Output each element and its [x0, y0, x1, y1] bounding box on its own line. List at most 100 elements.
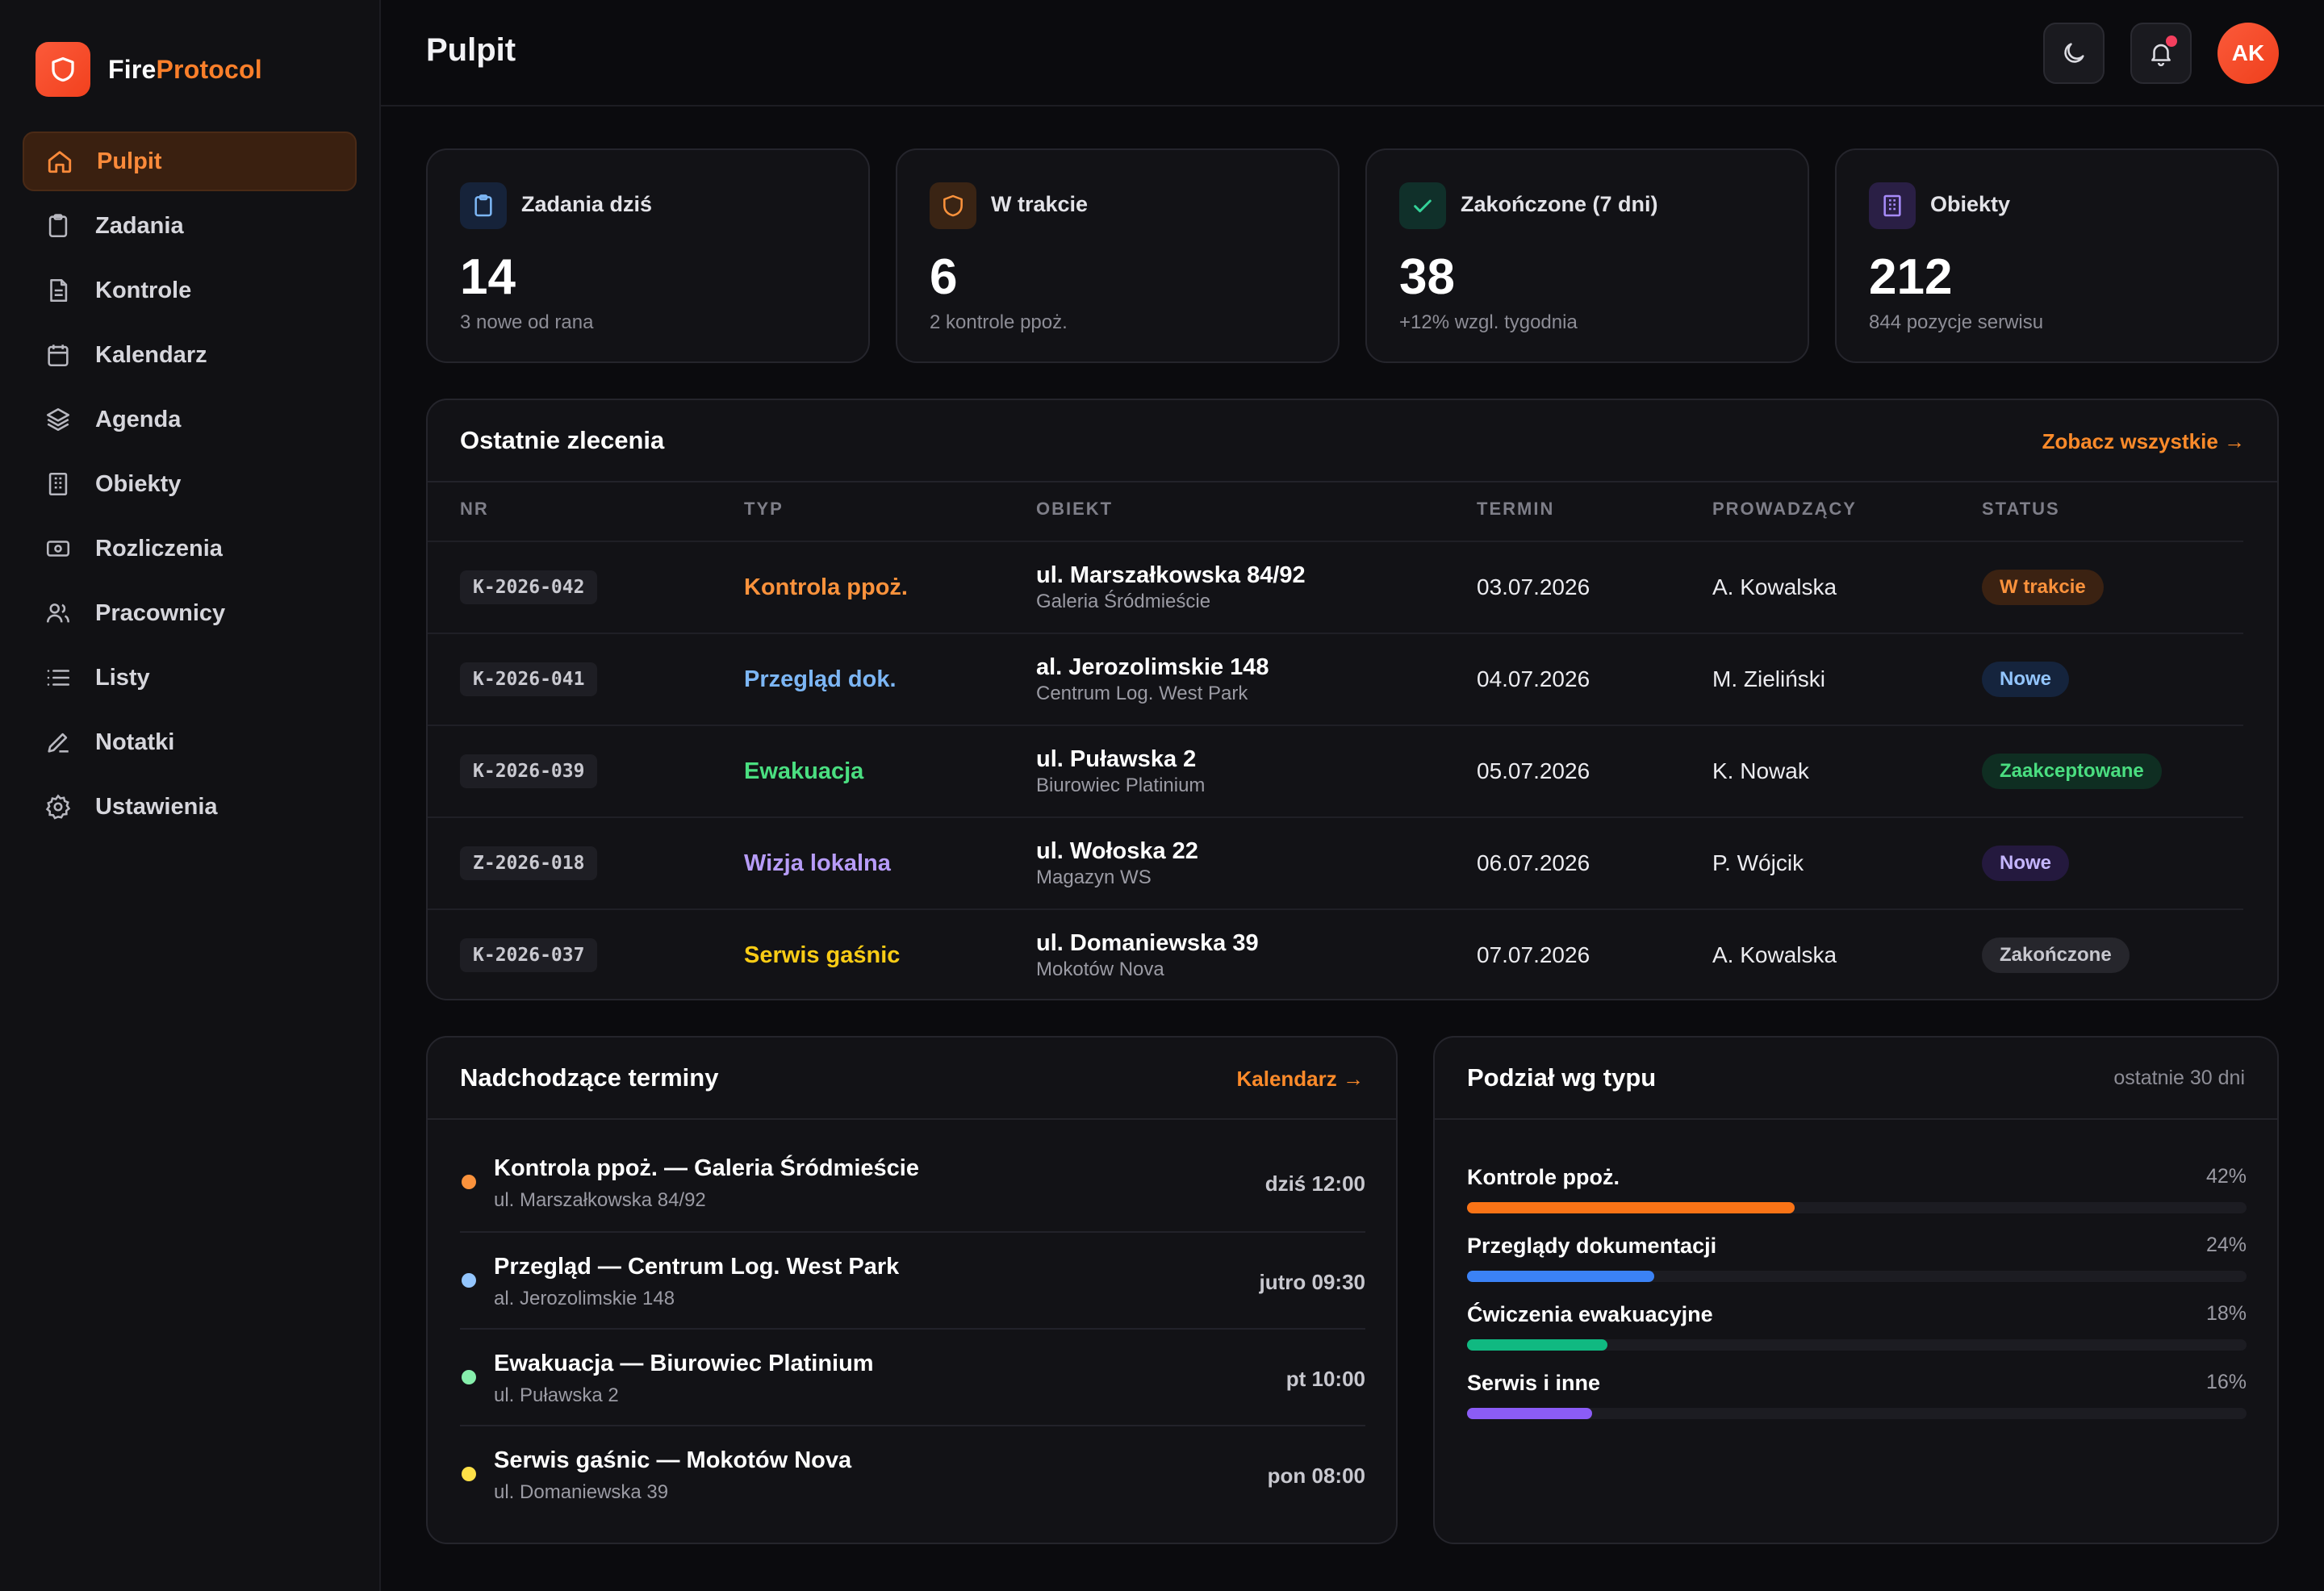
stat-label: Zakończone (7 dni) — [1461, 192, 1658, 216]
progress-fill — [1467, 1271, 1654, 1282]
order-number-chip: K-2026-042 — [460, 570, 598, 604]
stat-icon-bg — [1399, 182, 1446, 229]
sidebar-item-pulpit[interactable]: Pulpit — [23, 132, 357, 191]
upcoming-item[interactable]: Przegląd — Centrum Log. West Park al. Jer… — [460, 1231, 1365, 1328]
sidebar-item-zadania[interactable]: Zadania — [23, 196, 357, 256]
breakdown-label: Ćwiczenia ewakuacyjne — [1467, 1302, 1713, 1326]
gear-icon — [42, 791, 74, 823]
table-row[interactable]: K-2026-037 Serwis gaśnic ul. Domaniewska 3… — [428, 908, 2243, 1000]
check-icon — [1414, 199, 1432, 213]
sidebar-item-kalendarz[interactable]: Kalendarz — [23, 325, 357, 385]
table-row[interactable]: K-2026-042 Kontrola ppoż. ul. Marszałkowsk… — [428, 541, 2243, 633]
order-object: ul. Marszałkowska 84/92 Galeria Śródmieśc… — [1036, 562, 1306, 613]
object-name: Mokotów Nova — [1036, 958, 1164, 980]
breakdown-item: Ćwiczenia ewakuacyjne 18% — [1467, 1302, 2247, 1359]
order-object: ul. Wołoska 22 Magazyn WS — [1036, 838, 1198, 889]
avatar[interactable]: AK — [2217, 23, 2279, 84]
moon-icon — [2064, 43, 2084, 63]
page-title: Pulpit — [426, 32, 516, 68]
stat-card-obiekty[interactable]: Obiekty 212 844 pozycje serwisu — [1835, 148, 2279, 363]
cell-obiekt: ul. Wołoska 22 Magazyn WS — [1036, 818, 1198, 908]
upcoming-item[interactable]: Kontrola ppoż. — Galeria Śródmieście ul. … — [460, 1134, 1365, 1231]
stat-card-zadania[interactable]: Zadania dziś 14 3 nowe od rana — [426, 148, 870, 363]
sidebar-item-label: Rozliczenia — [95, 535, 223, 562]
sidebar-nav: Pulpit Zadania Kontrole Kalendarz Agenda… — [23, 132, 357, 841]
table-row[interactable]: K-2026-041 Przegląd dok. al. Jerozolimskie… — [428, 633, 2243, 725]
status-badge: W trakcie — [1982, 570, 2104, 605]
calendar-icon — [42, 339, 74, 371]
cell-termin: 05.07.2026 — [1477, 726, 1590, 816]
table-row[interactable]: K-2026-039 Ewakuacja ul. Puławska 2 Biurowi… — [428, 725, 2243, 816]
sidebar-item-kontrole[interactable]: Kontrole — [23, 261, 357, 320]
stat-value: 38 — [1399, 249, 1455, 305]
notifications-button[interactable] — [2130, 23, 2192, 84]
upcoming-item-time: pon 08:00 — [1267, 1464, 1365, 1488]
column-header-status[interactable]: STATUS — [1982, 499, 2060, 519]
stat-card-w-trakcie[interactable]: W trakcie 6 2 kontrole ppoż. — [896, 148, 1340, 363]
sidebar-item-ustawienia[interactable]: Ustawienia — [23, 777, 357, 837]
sidebar-item-label: Listy — [95, 664, 150, 691]
see-all-link[interactable]: Zobacz wszystkie → — [2042, 429, 2245, 453]
stat-icon-bg — [930, 182, 976, 229]
column-header-nr[interactable]: NR — [460, 499, 489, 519]
breakdown-period: ostatnie 30 dni — [2113, 1067, 2245, 1089]
progress-fill — [1467, 1202, 1795, 1213]
notification-dot — [2166, 35, 2177, 47]
calendar-link[interactable]: Kalendarz → — [1236, 1067, 1365, 1091]
status-badge: Nowe — [1982, 662, 2070, 697]
breakdown-label: Przeglądy dokumentacji — [1467, 1234, 1717, 1258]
sidebar-item-notatki[interactable]: Notatki — [23, 712, 357, 772]
upcoming-item-time: pt 10:00 — [1285, 1367, 1365, 1391]
clipboard-icon — [42, 210, 74, 242]
banknote-icon — [42, 532, 74, 565]
stat-card-zakonczone[interactable]: Zakończone (7 dni) 38 +12% wzgl. tygodni… — [1365, 148, 1809, 363]
order-number-chip: Z-2026-018 — [460, 846, 598, 880]
order-lead: A. Kowalska — [1712, 942, 1837, 967]
order-object: ul. Domaniewska 39 Mokotów Nova — [1036, 930, 1259, 981]
sidebar: FireProtocol Pulpit Zadania Kontrole Kal… — [0, 0, 381, 1591]
object-name: Galeria Śródmieście — [1036, 590, 1211, 612]
column-header-prowadzacy[interactable]: PROWADZĄCY — [1712, 499, 1857, 519]
cell-typ: Przegląd dok. — [744, 634, 897, 725]
progress-fill — [1467, 1339, 1607, 1351]
table-row[interactable]: Z-2026-018 Wizja lokalna ul. Wołoska 22 Mag… — [428, 816, 2243, 908]
cell-termin: 07.07.2026 — [1477, 910, 1590, 1000]
upcoming-item[interactable]: Serwis gaśnic — Mokotów Nova ul. Domaniew… — [460, 1425, 1365, 1522]
object-address: al. Jerozolimskie 148 — [1036, 654, 1269, 680]
cell-typ: Ewakuacja — [744, 726, 863, 816]
stat-label: Zadania dziś — [521, 192, 653, 216]
column-header-typ[interactable]: TYP — [744, 499, 784, 519]
cell-typ: Kontrola ppoż. — [744, 542, 908, 633]
cell-status: W trakcie — [1982, 542, 2104, 633]
column-header-obiekt[interactable]: OBIEKT — [1036, 499, 1114, 519]
order-date: 03.07.2026 — [1477, 574, 1590, 599]
orders-card: Ostatnie zlecenia Zobacz wszystkie → NR … — [426, 399, 2279, 1000]
sidebar-item-obiekty[interactable]: Obiekty — [23, 454, 357, 514]
sidebar-item-agenda[interactable]: Agenda — [23, 390, 357, 449]
cell-obiekt: ul. Puławska 2 Biurowiec Platinium — [1036, 726, 1205, 816]
layers-icon — [42, 403, 74, 436]
object-name: Centrum Log. West Park — [1036, 682, 1248, 704]
column-header-termin[interactable]: TERMIN — [1477, 499, 1555, 519]
cell-status: Nowe — [1982, 818, 2070, 908]
brand[interactable]: FireProtocol — [36, 42, 262, 97]
upcoming-item-time: dziś 12:00 — [1264, 1171, 1365, 1196]
sidebar-item-pracownicy[interactable]: Pracownicy — [23, 583, 357, 643]
sidebar-item-listy[interactable]: Listy — [23, 648, 357, 708]
cell-typ: Serwis gaśnic — [744, 910, 900, 1000]
order-type: Przegląd dok. — [744, 666, 897, 692]
breakdown-item: Serwis i inne 16% — [1467, 1371, 2247, 1427]
cell-prowadzacy: K. Nowak — [1712, 726, 1809, 816]
progress-track — [1467, 1408, 2247, 1419]
object-address: ul. Wołoska 22 — [1036, 837, 1198, 864]
stat-label: W trakcie — [991, 192, 1089, 216]
object-address: ul. Domaniewska 39 — [1036, 929, 1259, 956]
upcoming-item[interactable]: Ewakuacja — Biurowiec Platinium ul. Puław… — [460, 1328, 1365, 1425]
sidebar-item-rozliczenia[interactable]: Rozliczenia — [23, 519, 357, 578]
brand-logo — [36, 42, 90, 97]
theme-toggle-button[interactable] — [2043, 23, 2105, 84]
sidebar-item-label: Agenda — [95, 406, 182, 432]
breakdown-card: Podział wg typu ostatnie 30 dni Kontrole… — [1433, 1036, 2279, 1544]
cell-prowadzacy: M. Zieliński — [1712, 634, 1825, 725]
order-number-chip: K-2026-041 — [460, 662, 598, 696]
